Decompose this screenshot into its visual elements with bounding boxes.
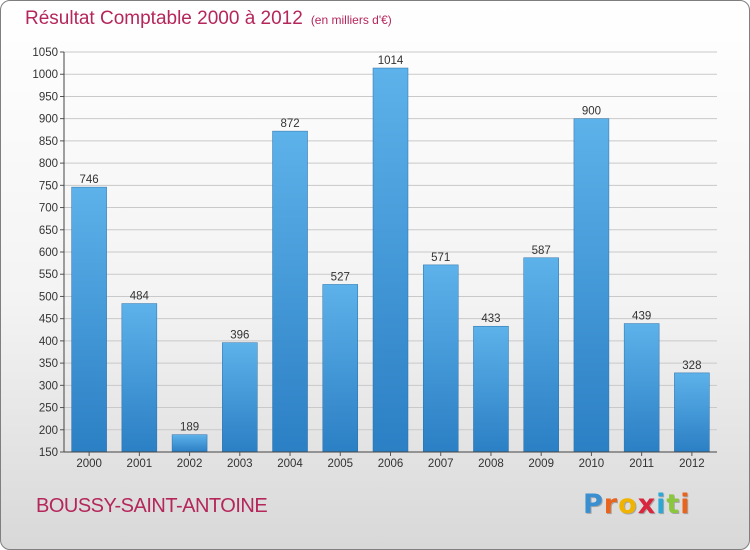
logo-letter: i [656,489,667,520]
bar-2002 [171,434,208,453]
y-tick-label: 250 [39,403,58,415]
chart-unit-label: (en milliers d'€) [310,13,392,27]
axis-layer: 150 200 250 300 350 400 450 500 550 600 650 700 750 8… [32,47,717,470]
bar-2007 [422,264,459,453]
value-label-2009: 587 [532,245,551,257]
x-tick-label-2007: 2007 [428,458,454,470]
commune-name: BOUSSY-SAINT-ANTOINE [36,495,268,517]
y-tick-label: 1050 [32,47,58,59]
chart-title-text: Résultat Comptable 2000 à 2012 [25,8,303,29]
value-label-2012: 328 [682,360,701,372]
bar-2008 [473,325,509,453]
logo-letter: t [666,489,681,520]
logo-letter: i [680,489,691,520]
logo-letter: o [618,489,638,520]
bar-2005 [322,284,359,453]
logo-letter: x [637,489,657,520]
y-tick-label: 300 [39,380,58,392]
y-tick-label: 700 [39,203,58,215]
x-tick-label-2010: 2010 [579,458,605,470]
proxiti-logo[interactable]: Proxiti [583,489,691,520]
bar-2004 [272,130,308,453]
value-label-2003: 396 [230,330,249,342]
y-tick-label: 550 [39,269,58,281]
y-tick-label: 750 [39,180,58,192]
y-tick-label: 600 [39,247,58,259]
bar-2001 [121,303,158,453]
x-tick-label-2000: 2000 [76,458,102,470]
value-label-2006: 1014 [378,55,404,67]
x-tick-label-2011: 2011 [629,458,654,470]
x-tick-label-2009: 2009 [528,458,554,470]
label-layer: 746 484 189 396 872 527 1014 571 433 587 900 439 328 [80,55,702,434]
x-tick-label-2004: 2004 [277,458,303,470]
x-tick-label-2003: 2003 [227,458,253,470]
y-tick-label: 900 [39,114,58,126]
logo-letter: P [583,489,604,520]
y-tick-label: 400 [39,336,58,348]
x-tick-label-2006: 2006 [378,458,404,470]
value-label-2004: 872 [280,118,299,130]
value-label-2008: 433 [481,313,500,325]
y-tick-label: 850 [39,136,58,148]
y-tick-label: 950 [39,91,58,103]
value-label-2000: 746 [80,174,99,186]
value-label-2005: 527 [331,271,350,283]
bar-2006 [372,67,409,453]
bar-2003 [222,342,258,453]
bar-layer [71,67,710,453]
bar-2000 [71,186,107,453]
y-tick-label: 650 [39,225,58,237]
y-tick-label: 350 [39,358,58,370]
x-tick-label-2002: 2002 [177,458,203,470]
y-tick-label: 1000 [32,69,58,81]
y-tick-label: 500 [39,291,58,303]
y-tick-label: 200 [39,425,58,437]
y-tick-label: 150 [39,447,58,459]
bar-2011 [623,323,660,453]
x-tick-label-2012: 2012 [679,458,705,470]
logo-letter: r [603,489,619,520]
value-label-2001: 484 [130,291,150,303]
value-label-2002: 189 [180,422,199,434]
y-tick-label: 800 [39,158,58,170]
value-label-2011: 439 [632,311,651,323]
x-tick-label-2001: 2001 [127,458,153,470]
y-tick-label: 450 [39,314,58,326]
bar-2009 [523,257,559,453]
value-label-2010: 900 [582,106,601,118]
bar-2012 [674,372,710,453]
bar-2010 [573,118,610,453]
value-label-2007: 571 [431,252,450,264]
x-tick-label-2005: 2005 [327,458,353,470]
chart-title: Résultat Comptable 2000 à 2012 (en millie… [25,8,392,30]
x-tick-label-2008: 2008 [478,458,504,470]
